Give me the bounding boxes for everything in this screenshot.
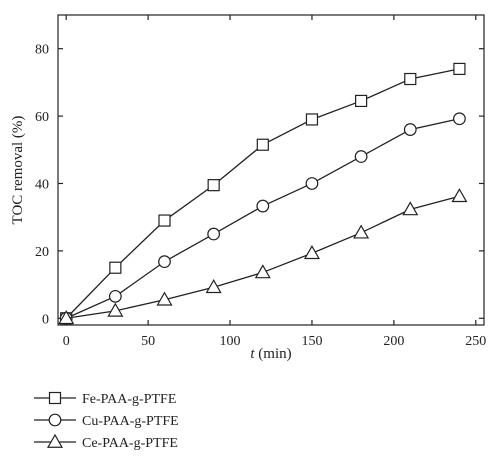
data-point <box>158 255 171 269</box>
y-tick-label: 80 <box>35 43 49 58</box>
data-point <box>305 177 319 190</box>
data-point <box>207 227 221 241</box>
x-tick-label: 100 <box>220 334 241 349</box>
data-point <box>156 291 173 306</box>
y-tick-label: 40 <box>35 177 49 192</box>
x-axis-label-unit: (min) <box>255 346 292 362</box>
x-tick-label: 150 <box>301 334 322 349</box>
series-3 <box>58 188 468 325</box>
data-point <box>107 302 124 317</box>
data-point <box>353 224 370 239</box>
data-point <box>256 138 269 151</box>
data-point <box>207 179 220 192</box>
data-point <box>303 245 320 260</box>
legend-item: Fe-PAA-g-PTFE <box>34 391 176 407</box>
legend-label: Ce-PAA-g-PTFE <box>82 436 178 451</box>
series-layer <box>58 62 468 325</box>
data-point <box>108 289 122 303</box>
data-point <box>256 199 270 213</box>
y-axis-label: TOC removal (%) <box>10 116 26 225</box>
x-tick-label: 250 <box>465 334 486 349</box>
x-tick-label: 50 <box>141 334 155 349</box>
axis-ticks: 0 50 100 150 200 250 0 20 40 60 80 <box>35 15 486 349</box>
data-point <box>354 150 368 163</box>
series-line <box>66 195 460 319</box>
data-point <box>254 264 271 279</box>
series-line <box>65 68 460 319</box>
data-point <box>205 279 222 294</box>
data-point <box>453 62 466 76</box>
x-tick-label: 200 <box>383 334 404 349</box>
data-point <box>451 188 468 203</box>
series-1 <box>60 62 466 325</box>
legend-label: Cu-PAA-g-PTFE <box>82 414 179 429</box>
x-axis-label: t (min) <box>250 346 291 362</box>
plot-frame <box>57 14 485 326</box>
data-point <box>305 113 319 126</box>
x-axis-label-variable: t <box>250 346 255 362</box>
y-tick-label: 0 <box>42 312 49 327</box>
legend-label: Fe-PAA-g-PTFE <box>82 392 176 407</box>
data-point <box>403 123 417 136</box>
data-point <box>453 112 466 126</box>
legend-marker <box>48 413 62 427</box>
data-point <box>158 214 171 227</box>
data-point <box>58 310 75 325</box>
data-point <box>109 261 122 274</box>
x-tick-label: 0 <box>63 334 70 349</box>
legend-item: Cu-PAA-g-PTFE <box>34 413 179 429</box>
legend: Fe-PAA-g-PTFE Cu-PAA-g-PTFE Ce-PAA-g-PTFE <box>34 391 179 451</box>
data-point <box>402 201 419 216</box>
legend-marker <box>48 391 62 405</box>
data-point <box>404 72 417 86</box>
plot-area-border <box>57 14 485 326</box>
legend-marker <box>46 433 64 448</box>
data-point <box>355 94 368 108</box>
y-tick-label: 60 <box>35 110 49 125</box>
legend-item: Ce-PAA-g-PTFE <box>34 433 178 451</box>
y-tick-label: 20 <box>35 245 49 260</box>
